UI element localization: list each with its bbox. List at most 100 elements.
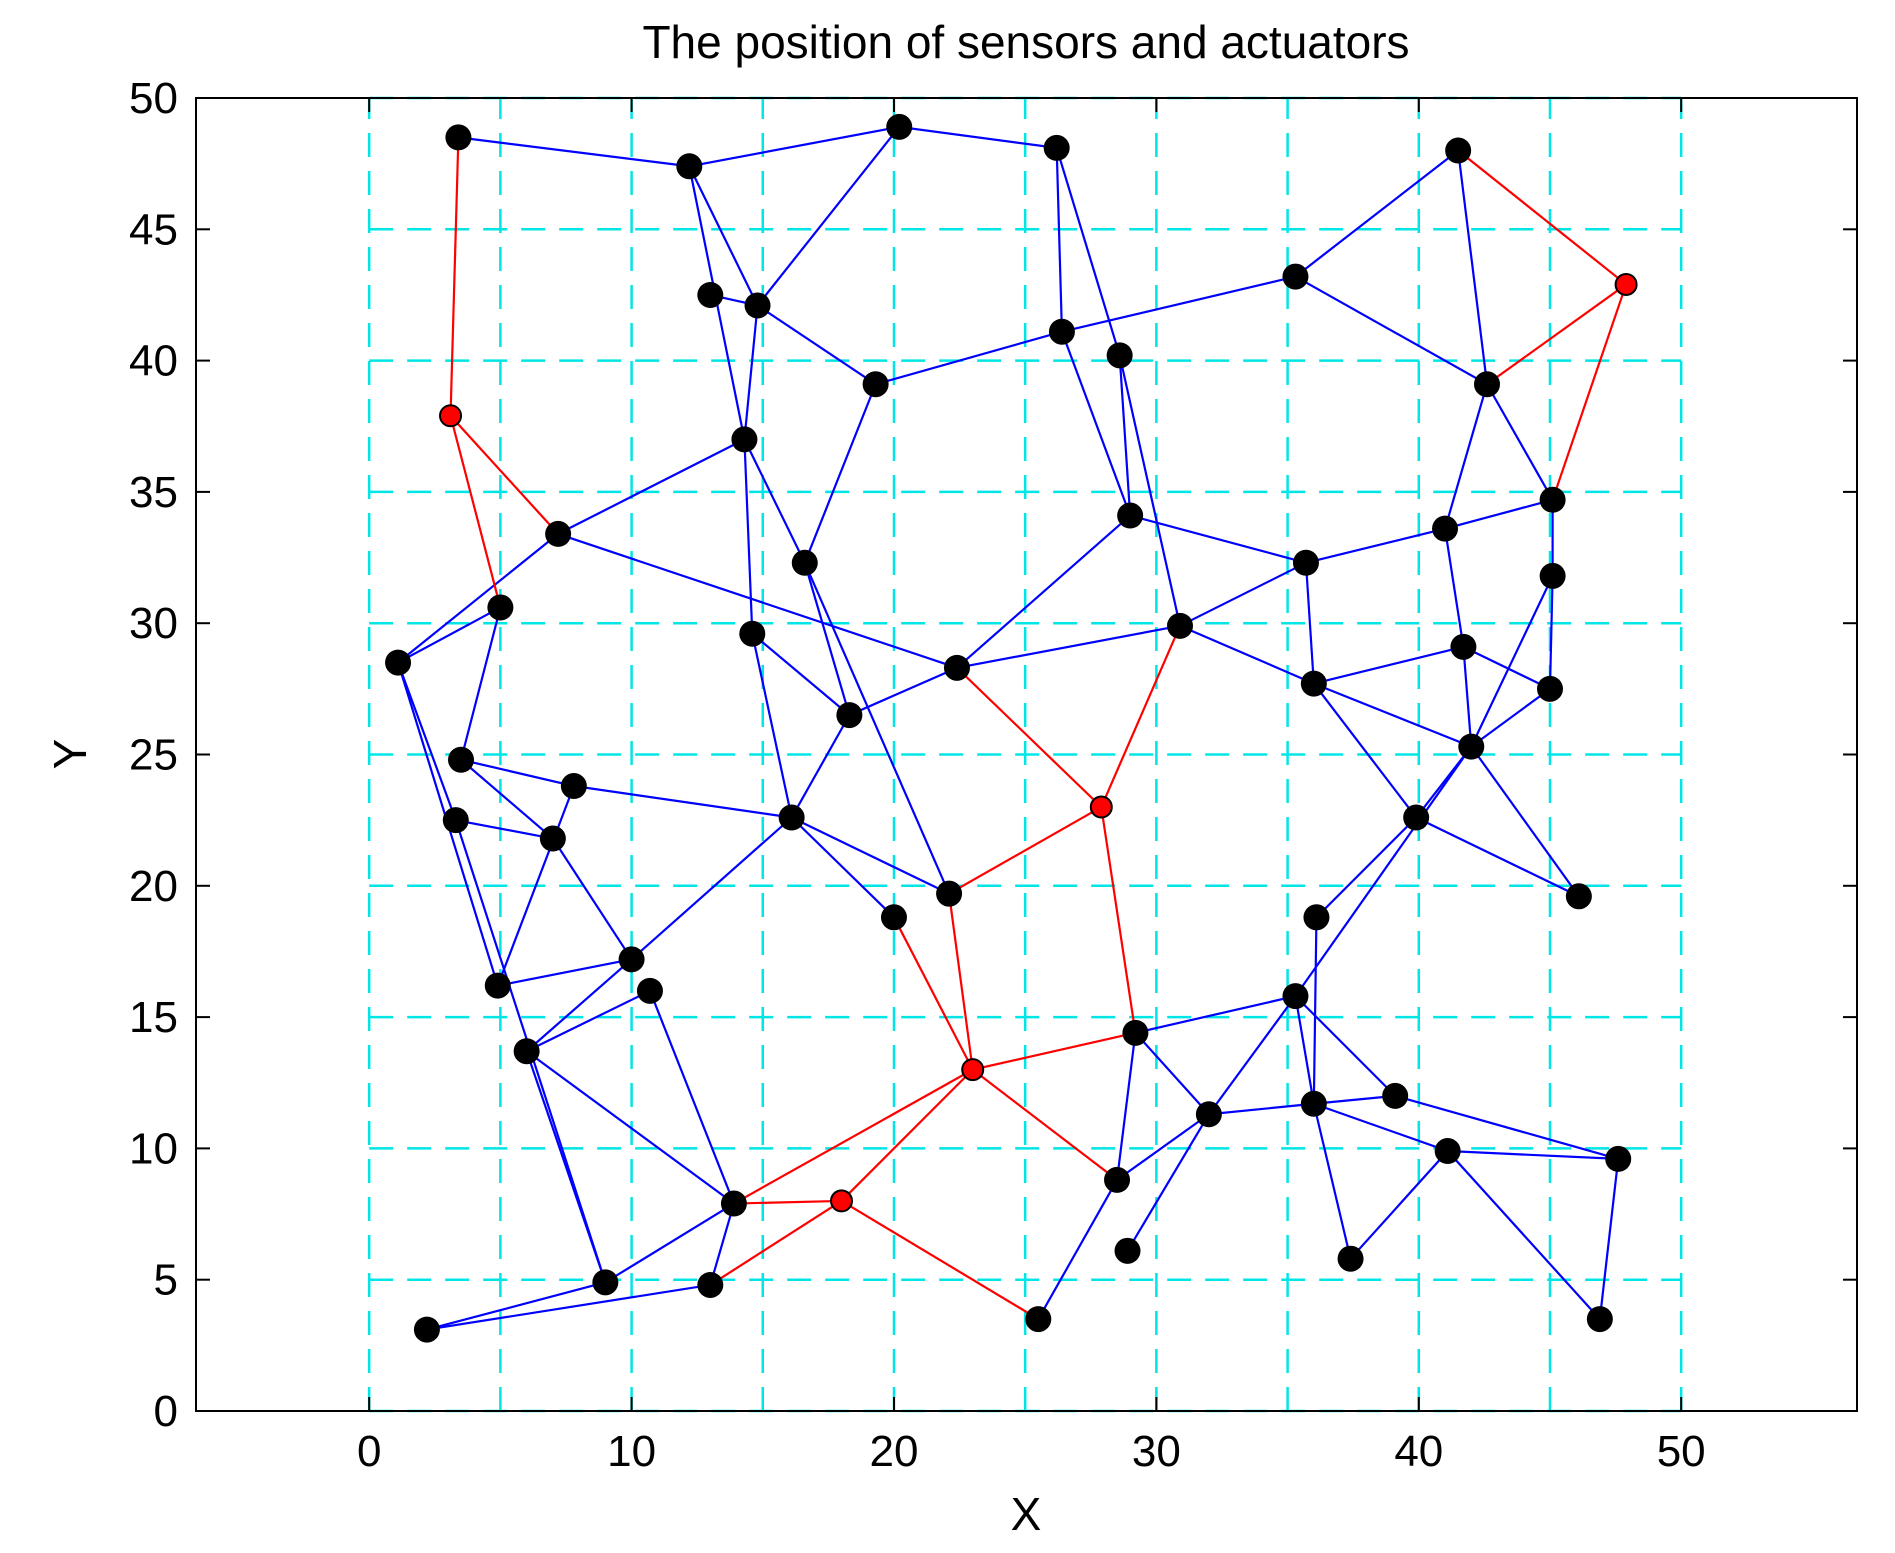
sensor-link	[1294, 995, 1315, 1104]
sensor-point	[1195, 1101, 1222, 1128]
sensor-link	[791, 816, 950, 895]
x-tick-label: 30	[1132, 1427, 1181, 1476]
sensor-link	[1470, 687, 1551, 748]
sensor-link	[1061, 275, 1296, 333]
sensor-link	[525, 1050, 735, 1205]
sensor-link	[875, 330, 1063, 386]
sensor-link	[803, 562, 851, 716]
actuator-link	[972, 1031, 1136, 1071]
sensor-point	[836, 702, 863, 729]
sensor-link	[790, 714, 851, 819]
actuator-link	[733, 1068, 974, 1205]
y-axis-ticks: 0 5 10 15 20 25 30 35 40 45 50	[129, 74, 1857, 1436]
sensor-point	[385, 649, 412, 676]
y-tick-label: 5	[154, 1256, 178, 1305]
actuator-point	[1614, 272, 1638, 296]
sensor-link	[1443, 528, 1465, 648]
sensor-link	[899, 125, 1057, 149]
sensor-link	[956, 624, 1181, 669]
sensor-link	[1470, 575, 1554, 748]
sensor-link	[458, 136, 690, 168]
sensor-link	[1415, 816, 1580, 898]
sensor-link	[1294, 995, 1396, 1097]
sensor-link	[1115, 1032, 1137, 1181]
sensor-link	[756, 126, 901, 307]
sensor-link	[1134, 1032, 1210, 1115]
sensor-link	[497, 958, 632, 987]
actuator-link	[972, 1068, 1118, 1181]
actuator-point	[1089, 795, 1113, 819]
sensor-point	[539, 825, 566, 852]
y-tick-label: 15	[129, 993, 178, 1042]
sensor-link	[460, 758, 554, 840]
sensor-link	[455, 819, 554, 840]
y-tick-label: 10	[129, 1124, 178, 1173]
sensor-point	[1048, 318, 1075, 345]
sensor-link	[743, 438, 806, 564]
actuator-point	[961, 1058, 985, 1082]
actuator-link	[956, 667, 1103, 808]
sensor-point	[1106, 342, 1133, 369]
actuator-links	[449, 137, 1628, 1321]
sensor-point	[1434, 1138, 1461, 1165]
sensor-link	[688, 165, 759, 306]
sensor-point	[1282, 983, 1309, 1010]
sensor-link	[1315, 816, 1417, 919]
sensor-link	[397, 606, 501, 664]
x-tick-label: 20	[870, 1427, 919, 1476]
sensor-link	[1294, 745, 1473, 997]
sensor-point	[413, 1316, 440, 1343]
sensor-link	[790, 816, 895, 919]
x-axis-ticks: 0 10 20 30 40 50	[357, 98, 1706, 1476]
sensor-link	[1312, 1103, 1352, 1259]
x-tick-label: 40	[1394, 1427, 1443, 1476]
sensor-link	[1294, 275, 1488, 386]
sensor-point	[936, 880, 963, 907]
sensor-point	[618, 946, 645, 973]
sensor-link	[1135, 995, 1296, 1034]
sensor-link	[1446, 1150, 1601, 1320]
sensor-point	[778, 804, 805, 831]
sensor-point	[880, 904, 907, 931]
actuator-link	[733, 1199, 842, 1205]
sensor-link	[1462, 646, 1473, 747]
sensor-link	[648, 990, 735, 1204]
sensor-link	[1118, 355, 1182, 627]
x-tick-label: 0	[357, 1427, 381, 1476]
sensor-point	[1605, 1145, 1632, 1172]
actuator-link	[1100, 625, 1182, 808]
sensor-link	[1294, 149, 1459, 278]
sensor-link	[525, 1050, 607, 1283]
sensor-point	[1458, 733, 1485, 760]
sensor-point	[1114, 1237, 1141, 1264]
sensor-link	[573, 784, 792, 819]
sensor-link	[803, 562, 951, 895]
sensor-point	[1300, 1090, 1327, 1117]
sensor-point	[1025, 1306, 1052, 1333]
sensor-point	[862, 371, 889, 398]
actuator-link	[449, 415, 502, 608]
sensor-link	[1313, 1094, 1396, 1105]
sensor-point	[1539, 562, 1566, 589]
sensor-link	[525, 958, 633, 1053]
sensor-point	[1565, 883, 1592, 910]
sensor-point	[513, 1038, 540, 1065]
sensor-link	[557, 438, 745, 535]
actuator-link	[1457, 149, 1627, 286]
sensor-point	[1043, 134, 1070, 161]
sensor-point	[886, 113, 913, 140]
sensor-link	[1548, 575, 1554, 689]
x-axis-label: X	[1011, 1488, 1042, 1540]
sensor-point	[1117, 502, 1144, 529]
sensor-point	[545, 520, 572, 547]
sensor-point	[739, 620, 766, 647]
sensor-link	[1118, 355, 1132, 516]
sensor-point	[1303, 904, 1330, 931]
sensor-link	[1312, 682, 1418, 819]
sensor-link	[526, 989, 651, 1053]
sensor-link	[1207, 995, 1297, 1115]
sensor-point	[1337, 1245, 1364, 1272]
sensor-point	[943, 654, 970, 681]
sensor-link	[1349, 1150, 1449, 1260]
